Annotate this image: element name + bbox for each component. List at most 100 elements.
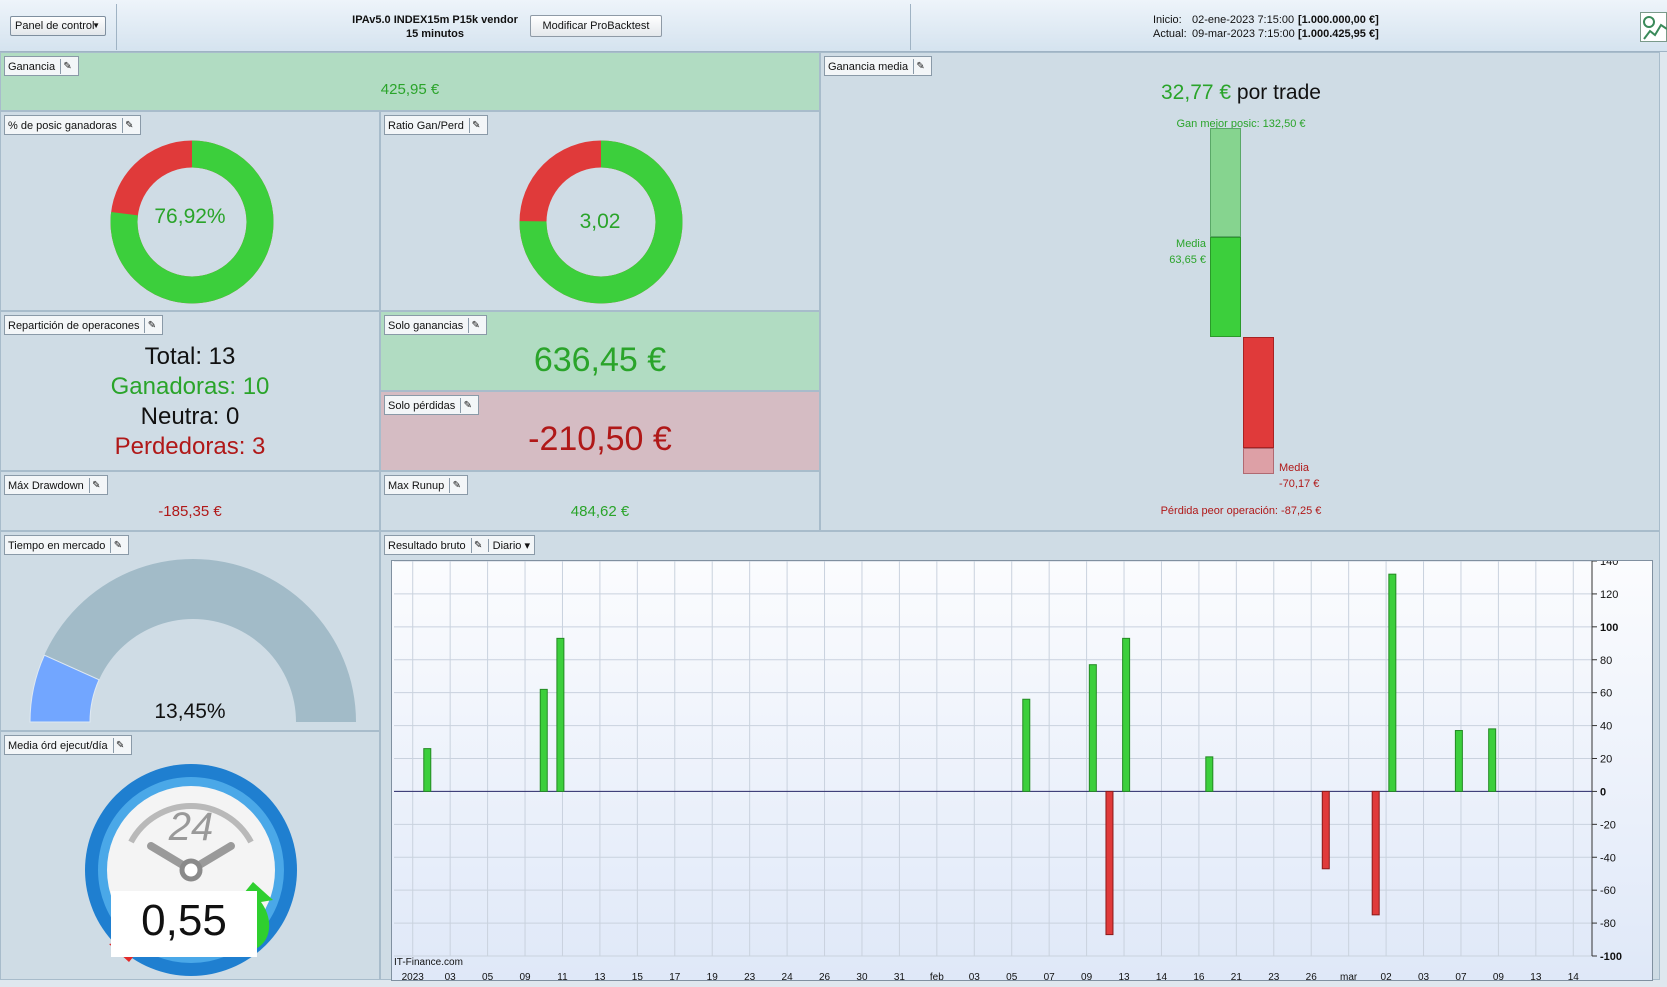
best-trade-label: Gan mejor posic: 132,50 € bbox=[1176, 118, 1306, 130]
max-runup-tag: Max Runup ✎ bbox=[384, 475, 469, 495]
max-runup-panel: Max Runup ✎ 484,62 € bbox=[380, 471, 820, 531]
wrench-icon[interactable]: ✎ bbox=[112, 738, 127, 753]
x-tick-label: 16 bbox=[1193, 972, 1205, 982]
average-per-trade: 32,77 € por trade bbox=[1121, 81, 1361, 105]
gauge-background bbox=[30, 559, 356, 722]
ganancia-media-tag: Ganancia media ✎ bbox=[824, 56, 933, 76]
y-tick-label: 20 bbox=[1600, 754, 1612, 766]
watermark: IT-Finance.com bbox=[394, 957, 463, 968]
equity-chart-icon[interactable] bbox=[1640, 12, 1667, 42]
x-tick-label: 2023 bbox=[402, 972, 425, 982]
panel-dropdown[interactable]: Panel de control ▼ bbox=[10, 16, 106, 36]
y-tick-label: -60 bbox=[1600, 885, 1616, 897]
losing-trades: Perdedoras: 3 bbox=[114, 433, 266, 460]
x-tick-label: 31 bbox=[894, 972, 906, 982]
x-tick-label: 17 bbox=[669, 972, 681, 982]
wrench-icon[interactable]: ✎ bbox=[121, 118, 136, 133]
y-tick-label: 120 bbox=[1600, 589, 1618, 601]
ratio-panel: Ratio Gan/Perd ✎ 3,02 bbox=[380, 111, 820, 311]
media-ordenes-tag: Media órd ejecut/día ✎ bbox=[4, 735, 132, 755]
average-suffix: por trade bbox=[1236, 81, 1321, 104]
ganancia-label: Ganancia bbox=[8, 60, 56, 73]
x-tick-label: mar bbox=[1340, 972, 1358, 982]
worst-trade-label: Pérdida peor operación: -87,25 € bbox=[1160, 505, 1322, 517]
max-drawdown-panel: Máx Drawdown ✎ -185,35 € bbox=[0, 471, 380, 531]
wrench-icon[interactable]: ✎ bbox=[60, 59, 74, 74]
period-dropdown-label: Diario bbox=[492, 540, 522, 552]
ganancia-media-panel: Ganancia media ✎ 32,77 € por trade Gan me… bbox=[820, 52, 1660, 531]
x-tick-label: 03 bbox=[969, 972, 981, 982]
wrench-icon[interactable]: ✎ bbox=[468, 318, 482, 333]
x-tick-label: 23 bbox=[744, 972, 756, 982]
chart-bar bbox=[1205, 756, 1214, 792]
daily-orders-value: 0,55 bbox=[141, 896, 227, 945]
daily-result-svg: 140 120 100 80 60 40 20 0 -20 -40 -60 -80 -100 2023 03… bbox=[394, 556, 1622, 983]
x-tick-label: 07 bbox=[1044, 972, 1056, 982]
wrench-icon[interactable]: ✎ bbox=[468, 118, 483, 133]
chart-bar bbox=[1488, 728, 1497, 792]
ratio-donut bbox=[519, 140, 683, 304]
best-trade-bar bbox=[1210, 128, 1241, 237]
start-label: Inicio: bbox=[1153, 14, 1182, 26]
wrench-icon[interactable]: ✎ bbox=[110, 538, 124, 553]
current-capital: [1.000.425,95 €] bbox=[1298, 28, 1379, 40]
y-tick-label: 60 bbox=[1600, 688, 1612, 700]
x-tick-label: 05 bbox=[482, 972, 494, 982]
chart-bar bbox=[1371, 790, 1380, 916]
resultado-bruto-tag: Resultado bruto ✎ Diario ▾ bbox=[384, 535, 535, 555]
modify-probacktest-button[interactable]: Modificar ProBacktest bbox=[530, 15, 662, 37]
x-tick-label: feb bbox=[930, 972, 944, 982]
solo-ganancias-panel: Solo ganancias ✎ 636,45 € bbox=[380, 311, 820, 391]
ratio-value: 3,02 bbox=[579, 210, 621, 233]
x-tick-label: 09 bbox=[1493, 972, 1505, 982]
max-runup-value: 484,62 € bbox=[570, 503, 630, 520]
wrench-icon[interactable]: ✎ bbox=[144, 318, 158, 333]
chart-bar bbox=[1105, 790, 1114, 936]
media-negative-label: Media bbox=[1279, 462, 1309, 474]
trade-distribution: Total: 13 Ganadoras: 10 Neutra: 0 Perded… bbox=[1, 342, 379, 462]
wrench-icon[interactable]: ✎ bbox=[470, 538, 485, 553]
worst-trade-bar bbox=[1243, 447, 1274, 475]
max-runup-label: Max Runup bbox=[388, 479, 445, 492]
capital-values: [1.000.000,00 €] [1.000.425,95 €] bbox=[1298, 13, 1408, 41]
market-time-gauge bbox=[29, 559, 356, 723]
x-tick-label: 03 bbox=[1418, 972, 1430, 982]
x-tick-label: 30 bbox=[856, 972, 868, 982]
x-tick-label: 07 bbox=[1455, 972, 1467, 982]
chevron-down-icon: ▼ bbox=[92, 21, 100, 30]
date-values: 02-ene-2023 7:15:00 09-mar-2023 7:15:00 bbox=[1192, 13, 1302, 41]
clock-arc bbox=[128, 803, 254, 844]
chart-bar bbox=[1122, 637, 1131, 792]
gauge-fill bbox=[29, 654, 100, 723]
tiempo-mercado-panel: Tiempo en mercado ✎ 13,45% bbox=[0, 531, 380, 731]
solo-perdidas-panel: Solo pérdidas ✎ -210,50 € bbox=[380, 391, 820, 471]
donut-win-arc bbox=[519, 140, 683, 304]
resultado-bruto-label: Resultado bruto bbox=[388, 539, 466, 552]
x-tick-label: 13 bbox=[1530, 972, 1542, 982]
x-tick-label: 02 bbox=[1381, 972, 1393, 982]
ratio-tag: Ratio Gan/Perd ✎ bbox=[384, 115, 488, 135]
chart-bar bbox=[1088, 664, 1097, 792]
x-tick-label: 13 bbox=[594, 972, 606, 982]
wrench-icon[interactable]: ✎ bbox=[449, 478, 463, 493]
current-label: Actual: bbox=[1153, 28, 1187, 40]
y-tick-label: -100 bbox=[1600, 951, 1622, 963]
market-time-value: 13,45% bbox=[154, 700, 226, 723]
pct-winners-label: % de posic ganadoras bbox=[8, 119, 117, 132]
average-loss-labels: Media -70,17 € bbox=[1279, 460, 1339, 492]
wrench-icon[interactable]: ✎ bbox=[460, 398, 474, 413]
date-labels: Inicio: Actual: bbox=[1153, 13, 1253, 41]
wrench-icon[interactable]: ✎ bbox=[88, 478, 103, 493]
reparticion-tag: Repartición de operacones ✎ bbox=[4, 315, 164, 335]
chart-bar bbox=[1454, 730, 1463, 792]
x-tick-label: 14 bbox=[1156, 972, 1168, 982]
wrench-icon[interactable]: ✎ bbox=[913, 59, 927, 74]
max-drawdown-label: Máx Drawdown bbox=[8, 479, 84, 492]
solo-ganancias-tag: Solo ganancias ✎ bbox=[384, 315, 488, 335]
neutral-trades: Neutra: 0 bbox=[140, 403, 240, 430]
period-dropdown[interactable]: Diario ▾ bbox=[487, 539, 530, 552]
pct-winners-donut bbox=[110, 140, 274, 304]
y-tick-label: -20 bbox=[1600, 819, 1616, 831]
clock-value-box bbox=[111, 891, 257, 957]
daily-orders-clock-icon: 24 bbox=[85, 764, 297, 976]
